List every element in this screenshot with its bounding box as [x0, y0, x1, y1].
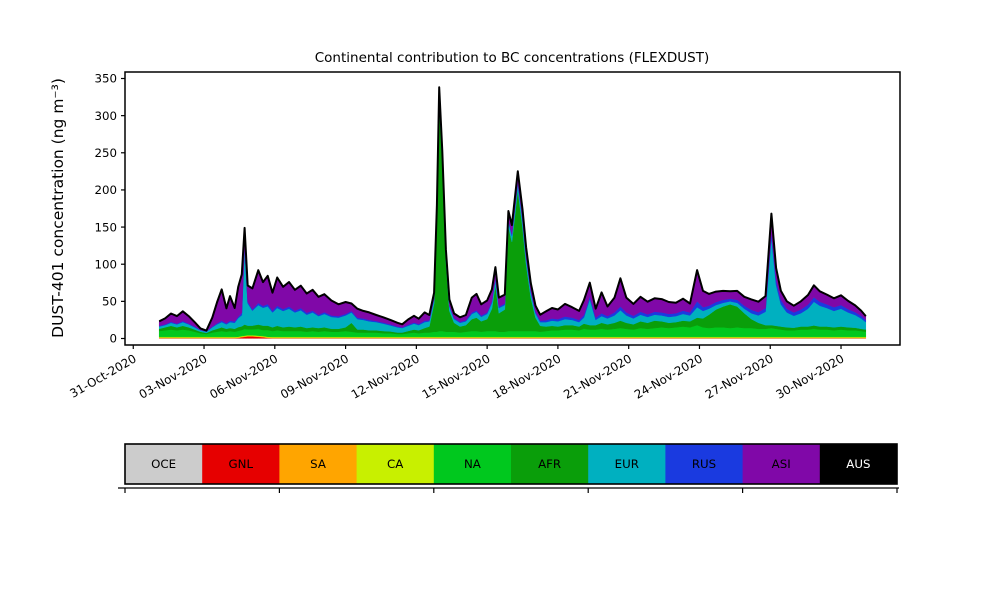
legend-label-CA: CA: [387, 457, 403, 471]
y-tick-label: 50: [102, 295, 117, 309]
chart-title: Continental contribution to BC concentra…: [315, 50, 710, 66]
legend-label-AFR: AFR: [538, 457, 561, 471]
legend-bar: OCE GNL SA CA NA AFR EUR RUS ASI AUS: [118, 444, 899, 493]
x-tick-label: 18-Nov-2020: [490, 351, 563, 401]
y-tick-label: 100: [94, 257, 117, 271]
legend-label-GNL: GNL: [229, 457, 254, 471]
x-tick-label: 21-Nov-2020: [561, 351, 634, 401]
x-tick-label: 31-Oct-2020: [67, 351, 138, 400]
axes: 0 50 100 150 200 250 300 350 31-Oct-202003-Nov-2…: [67, 72, 900, 402]
legend-label-ASI: ASI: [772, 457, 791, 471]
y-tick-label: 250: [94, 146, 117, 160]
x-tick-label: 15-Nov-2020: [420, 351, 493, 401]
y-axis-label: DUST-401 concentration (ng m⁻³): [49, 78, 67, 338]
stacked-areas: [159, 87, 866, 338]
legend-label-NA: NA: [464, 457, 481, 471]
legend-label-SA: SA: [310, 457, 326, 471]
y-tick-label: 350: [94, 72, 117, 86]
y-tick-label: 0: [109, 332, 117, 346]
x-tick-label: 03-Nov-2020: [136, 351, 209, 401]
x-tick-label: 30-Nov-2020: [773, 351, 846, 401]
x-tick-label: 27-Nov-2020: [703, 351, 776, 401]
x-tick-label: 09-Nov-2020: [278, 351, 351, 401]
y-tick-label: 300: [94, 109, 117, 123]
x-tick-label: 24-Nov-2020: [632, 351, 705, 401]
y-tick-label: 150: [94, 220, 117, 234]
legend-label-OCE: OCE: [151, 457, 176, 471]
x-tick-label: 12-Nov-2020: [349, 351, 422, 401]
legend-label-RUS: RUS: [692, 457, 716, 471]
y-tick-label: 200: [94, 183, 117, 197]
x-tick-label: 06-Nov-2020: [207, 351, 280, 401]
legend-label-EUR: EUR: [615, 457, 639, 471]
legend-label-AUS: AUS: [846, 457, 870, 471]
